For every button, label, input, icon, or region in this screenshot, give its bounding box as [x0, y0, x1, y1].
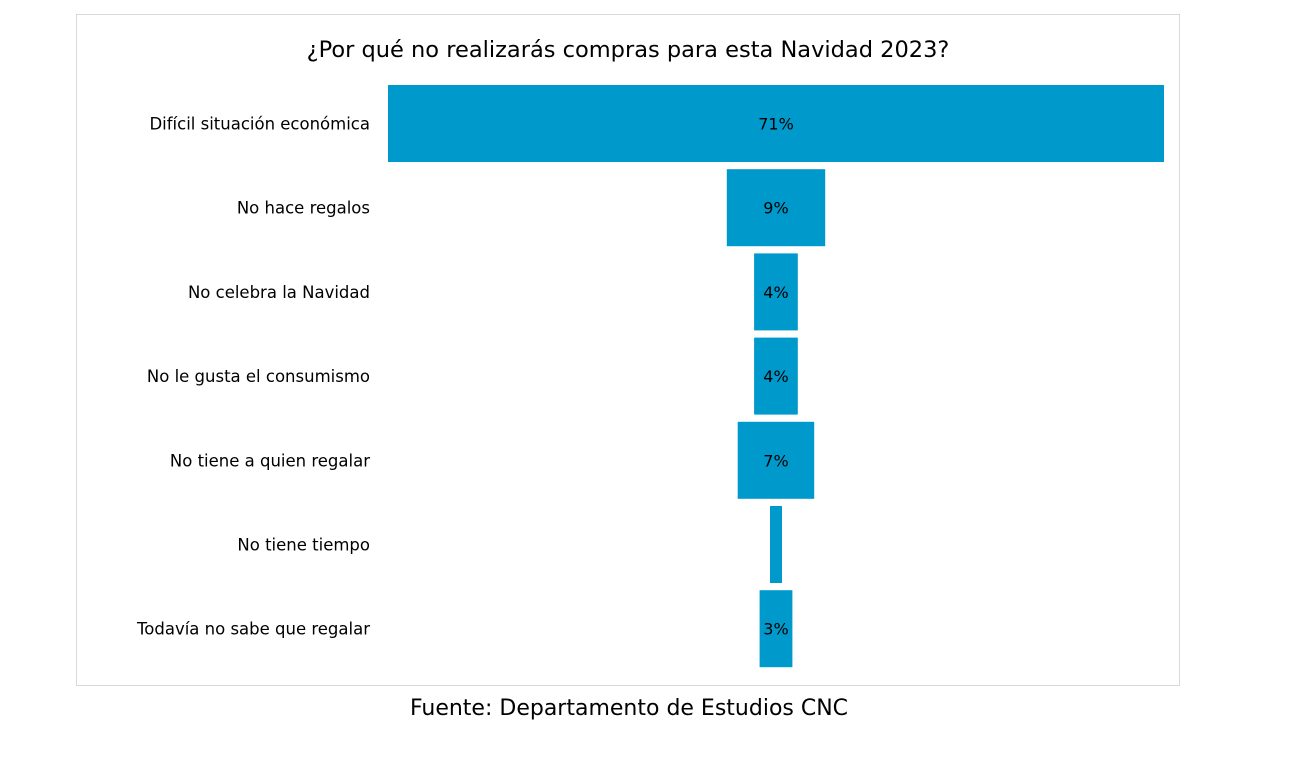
category-label: No tiene a quien regalar	[170, 451, 370, 470]
category-label: No celebra la Navidad	[188, 283, 370, 302]
funnel-bar	[754, 253, 798, 331]
data-labels: 71% 9% 4% 4% 7% 3%	[758, 115, 794, 639]
bars-layer	[388, 85, 1164, 668]
funnel-bar	[737, 421, 815, 499]
chart-title: ¿Por qué no realizarás compras para esta…	[307, 37, 950, 63]
funnel-bar	[759, 590, 793, 668]
data-label: 4%	[763, 367, 788, 386]
category-labels: Difícil situación económica No hace regal…	[136, 115, 370, 639]
data-label: 71%	[758, 115, 794, 134]
category-label: Todavía no sabe que regalar	[136, 620, 370, 639]
funnel-bar	[770, 506, 782, 583]
data-label: 3%	[763, 620, 788, 639]
data-label: 4%	[763, 283, 788, 302]
category-label: No hace regalos	[237, 199, 370, 218]
funnel-bar	[754, 337, 798, 415]
data-label: 9%	[763, 199, 788, 218]
category-label: Difícil situación económica	[149, 115, 370, 134]
source-note: Fuente: Departamento de Estudios CNC	[409, 696, 849, 721]
data-label: 7%	[763, 451, 788, 470]
category-label: No le gusta el consumismo	[147, 367, 370, 386]
funnel-bar	[726, 169, 826, 247]
funnel-bar	[388, 85, 1164, 162]
category-label: No tiene tiempo	[237, 536, 370, 555]
